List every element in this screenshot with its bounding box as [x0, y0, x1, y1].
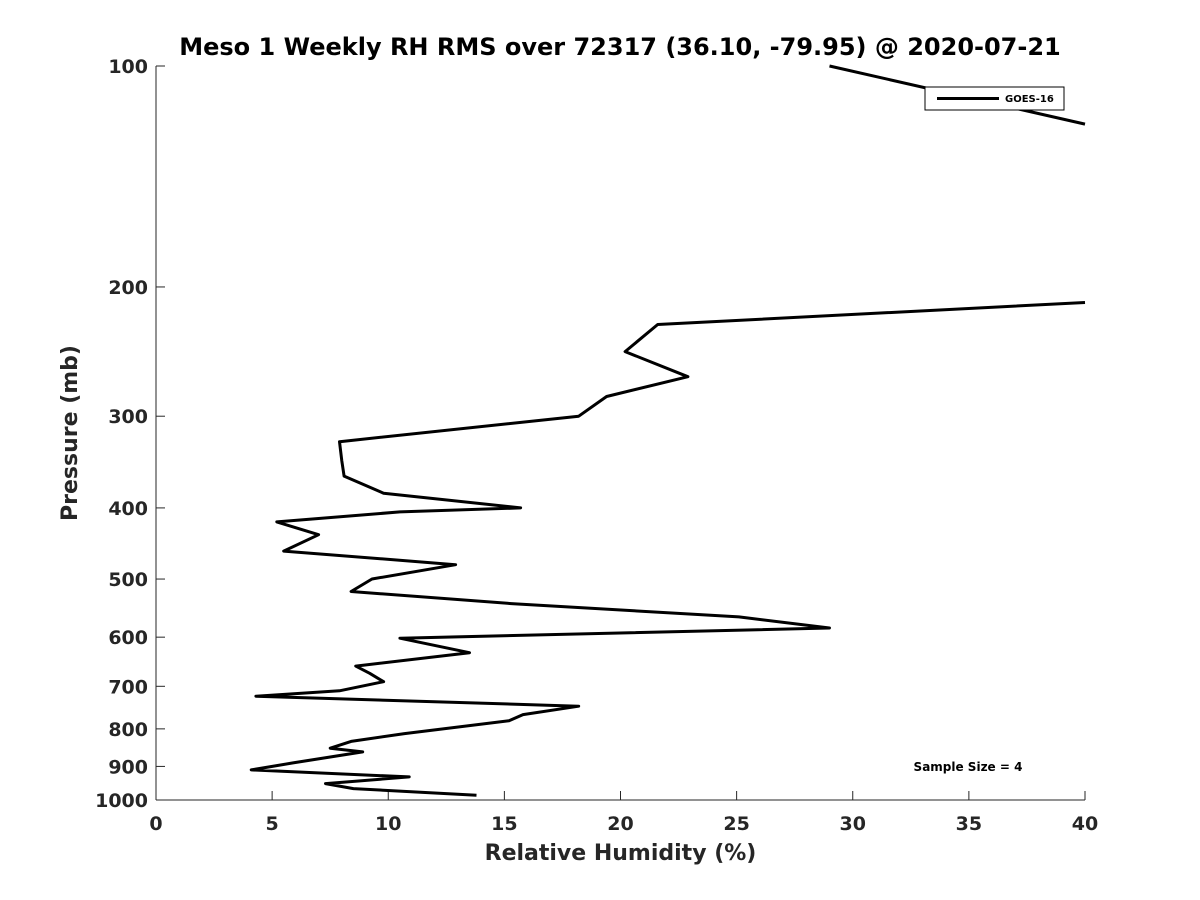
y-tick-label: 200 [108, 277, 148, 299]
x-tick-label: 25 [723, 813, 749, 835]
legend-label-goes-16: GOES-16 [1005, 94, 1054, 105]
y-tick-label: 600 [108, 627, 148, 649]
x-tick-label: 40 [1072, 813, 1098, 835]
plot-area [249, 64, 1086, 797]
y-tick-label: 1000 [95, 790, 148, 812]
y-tick-label: 300 [108, 406, 148, 428]
x-tick-label: 5 [266, 813, 279, 835]
y-tick-label: 900 [108, 756, 148, 778]
y-tick-label: 400 [108, 498, 148, 520]
x-tick-label: 10 [375, 813, 401, 835]
x-tick-label: 0 [149, 813, 162, 835]
y-tick-label: 500 [108, 569, 148, 591]
chart-title: Meso 1 Weekly RH RMS over 72317 (36.10, … [179, 33, 1061, 61]
x-tick-label: 30 [840, 813, 866, 835]
sample-size-annotation: Sample Size = 4 [914, 760, 1023, 774]
x-tick-label: 35 [956, 813, 982, 835]
axes: 0 5 10 15 20 25 30 35 40 100 200 300 400 500 600 700 800… [95, 56, 1098, 835]
series-line-goes-16 [249, 301, 1086, 797]
x-tick-label: 20 [607, 813, 633, 835]
y-tick-label: 100 [108, 56, 148, 78]
legend: GOES-16 [924, 86, 1065, 111]
x-axis-label: Relative Humidity (%) [485, 841, 757, 866]
y-tick-label: 700 [108, 676, 148, 698]
y-axis-label: Pressure (mb) [58, 345, 83, 521]
y-tick-label: 800 [108, 719, 148, 741]
x-tick-label: 15 [491, 813, 517, 835]
